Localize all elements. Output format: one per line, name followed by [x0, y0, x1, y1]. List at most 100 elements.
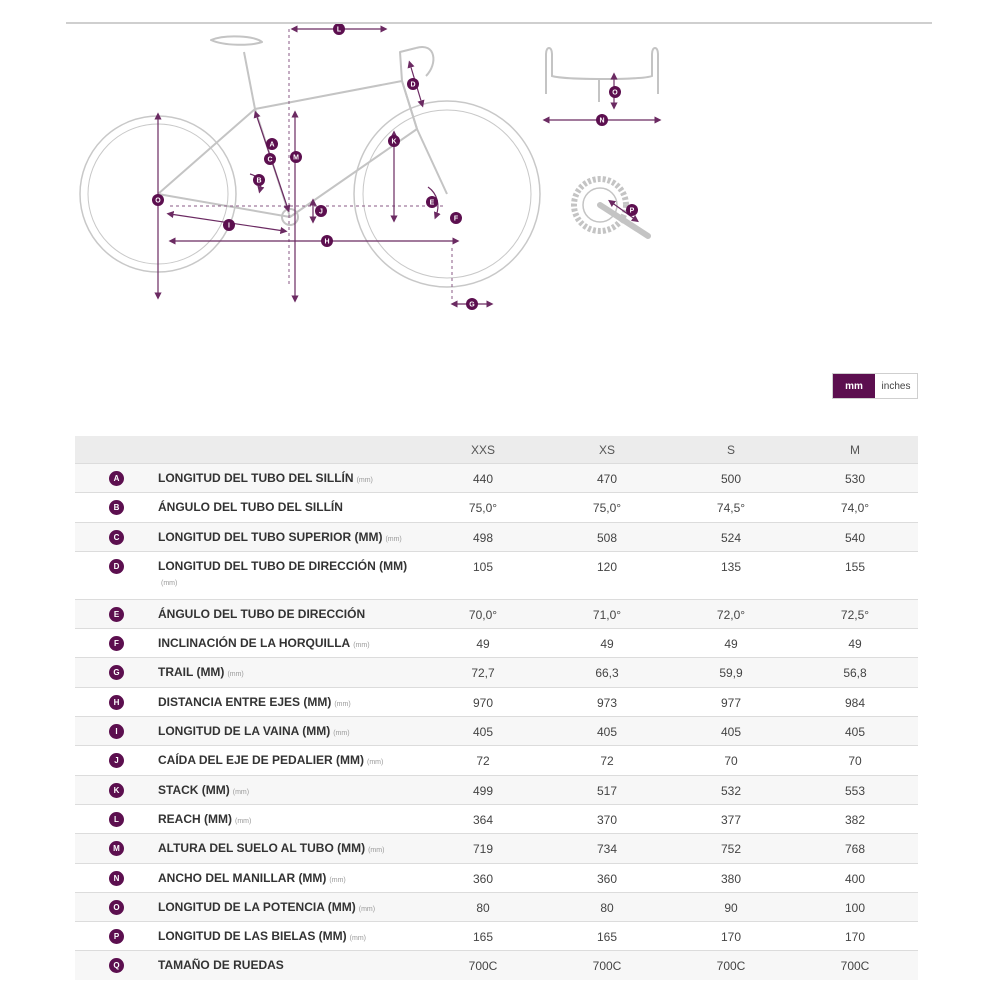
row-value: 405 — [472, 725, 494, 740]
row-unit: (mm) — [356, 477, 373, 484]
row-value: 500 — [720, 472, 742, 486]
row-value: 977 — [720, 695, 742, 710]
row-value: 120 — [596, 559, 618, 574]
table-row: H DISTANCIA ENTRE EJES (MM) (mm) 970 973 977 9… — [75, 686, 918, 717]
diagram-badge-i: I — [223, 219, 235, 231]
row-letter-badge: M — [109, 841, 124, 857]
row-label: INCLINACIÓN DE LA HORQUILLA — [158, 636, 351, 651]
row-value: 498 — [472, 530, 494, 545]
row-letter-badge: P — [109, 929, 124, 945]
row-unit: (mm) — [385, 535, 402, 543]
row-letter-badge: N — [109, 870, 124, 886]
row-value: 49 — [476, 637, 490, 652]
row-value: 532 — [720, 783, 742, 798]
table-row: N ANCHO DEL MANILLAR (MM) (mm) 360 360 380 400 — [75, 862, 918, 892]
row-value: 71,0° — [592, 607, 622, 622]
row-letter-badge: B — [109, 500, 124, 516]
svg-text:D: D — [410, 82, 415, 89]
row-value: 72,7 — [471, 666, 495, 681]
row-value: 405 — [844, 725, 866, 740]
crankset-view — [571, 176, 651, 239]
row-letter-badge: C — [109, 529, 124, 545]
row-value: 165 — [596, 930, 618, 945]
guide-lines — [170, 29, 453, 302]
geometry-table: XXS XS S M A LONGITUD DEL TUBO DEL SILLÍN… — [75, 436, 918, 980]
svg-text:O: O — [612, 90, 618, 97]
row-label: LONGITUD DEL TUBO SUPERIOR (MM) — [158, 529, 383, 544]
row-value: 377 — [720, 812, 742, 827]
row-letter-badge: Q — [109, 958, 124, 974]
row-value: 752 — [720, 842, 742, 857]
dimension-arrows — [154, 25, 494, 308]
svg-text:H: H — [324, 239, 329, 246]
row-value: 80 — [600, 900, 614, 915]
row-value: 80 — [476, 900, 490, 915]
row-value: 380 — [720, 871, 742, 886]
row-value: 49 — [600, 637, 614, 652]
row-letter-badge: E — [109, 606, 124, 622]
row-value: 517 — [596, 783, 618, 798]
bike-geometry-diagram: L D K A C M B O J E F I H G O N P — [79, 24, 662, 310]
size-header-xs: XS — [598, 442, 615, 457]
row-value: 540 — [844, 530, 866, 545]
diagram-badge-l: L — [333, 24, 345, 35]
unit-mm-button[interactable]: mm — [833, 374, 875, 398]
row-letter-badge: H — [109, 694, 124, 710]
diagram-badge-j: J — [315, 205, 327, 217]
diagram-badge-h: H — [321, 235, 333, 247]
row-value: 170 — [720, 930, 742, 945]
row-label: CAÍDA DEL EJE DE PEDALIER (MM) — [158, 753, 365, 768]
row-value: 49 — [724, 637, 738, 652]
row-value: 405 — [720, 725, 742, 740]
table-row: G TRAIL (MM) (mm) 72,7 66,3 59,9 56,8 — [75, 657, 918, 687]
diagram-badge-f: F — [450, 212, 462, 224]
row-value: 734 — [596, 842, 618, 857]
row-label: REACH (MM) — [158, 811, 232, 826]
diagram-badge-e: E — [426, 196, 438, 208]
row-label: DISTANCIA ENTRE EJES (MM) — [158, 694, 332, 709]
row-unit: (mm) — [227, 671, 244, 679]
svg-text:N: N — [599, 118, 604, 125]
table-row: B ÁNGULO DEL TUBO DEL SILLÍN 75,0° 75,0° 74,… — [75, 492, 918, 522]
row-value: 700C — [716, 959, 746, 974]
row-letter-badge: F — [109, 636, 124, 652]
diagram-badge-p: P — [626, 204, 638, 216]
table-row: K STACK (MM) (mm) 499 517 532 553 — [75, 774, 918, 804]
row-label: LONGITUD DE LAS BIELAS (MM) — [158, 929, 347, 944]
row-unit: (mm) — [161, 579, 178, 587]
table-row: L REACH (MM) (mm) 364 370 377 382 — [75, 803, 918, 834]
row-value: 170 — [844, 930, 866, 945]
row-label: TRAIL (MM) — [158, 665, 225, 680]
size-header-m: M — [850, 442, 860, 457]
table-row: D LONGITUD DEL TUBO DE DIRECCIÓN (MM) (mm)… — [75, 550, 918, 599]
table-header: XXS XS S M — [75, 436, 918, 463]
row-letter-badge: L — [109, 811, 124, 827]
size-header-xxs: XXS — [470, 442, 495, 457]
row-value: 155 — [844, 559, 866, 574]
table-row: E ÁNGULO DEL TUBO DE DIRECCIÓN 70,0° 71,0° 7… — [75, 598, 918, 629]
svg-text:A: A — [269, 142, 274, 149]
svg-text:F: F — [454, 216, 459, 223]
row-value: 70,0° — [468, 607, 498, 622]
row-letter-badge: G — [109, 665, 124, 681]
diagram-badges: L D K A C M B O J E F I H G O N P — [152, 24, 638, 310]
svg-text:I: I — [228, 223, 230, 230]
svg-text:O: O — [155, 198, 161, 205]
row-value: 405 — [596, 725, 618, 740]
row-value: 530 — [844, 472, 866, 486]
row-value: 72 — [476, 754, 490, 769]
row-unit: (mm) — [353, 642, 370, 650]
row-value: 984 — [844, 695, 866, 710]
row-unit: (mm) — [329, 876, 346, 884]
row-label: LONGITUD DE LA POTENCIA (MM) — [158, 899, 356, 914]
table-row: J CAÍDA DEL EJE DE PEDALIER (MM) (mm) 72 72 7… — [75, 745, 918, 775]
table-row: C LONGITUD DEL TUBO SUPERIOR (MM) (mm) 498 5… — [75, 521, 918, 551]
row-value: 700C — [592, 959, 622, 974]
row-value: 165 — [472, 930, 494, 945]
row-unit: (mm) — [232, 788, 250, 796]
diagram-badge-c: C — [264, 153, 276, 165]
row-value: 66,3 — [595, 666, 619, 681]
table-row: F INCLINACIÓN DE LA HORQUILLA (mm) 49 49 49 49 — [75, 628, 918, 658]
unit-inches-button[interactable]: inches — [875, 374, 917, 398]
row-value: 72,5° — [840, 607, 870, 622]
